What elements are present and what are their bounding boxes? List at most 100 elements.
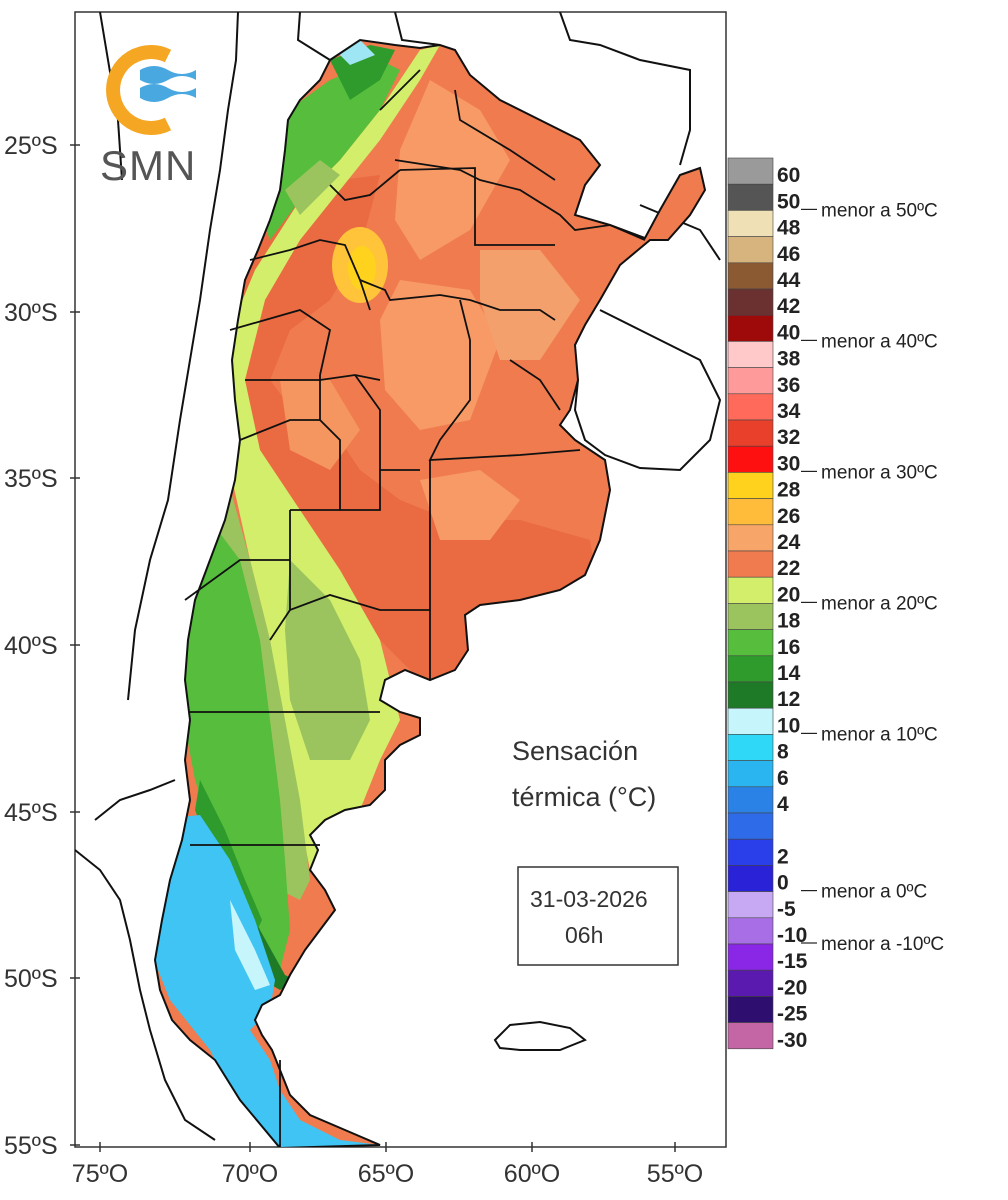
legend-swatch xyxy=(727,629,774,657)
legend-value: 34 xyxy=(777,400,801,423)
province-borders xyxy=(184,69,646,1147)
smn-logo: SMN xyxy=(100,45,196,189)
legend-note: menor a 20ºC xyxy=(821,593,938,614)
legend-value: 26 xyxy=(777,505,800,528)
legend-swatch xyxy=(727,891,774,919)
color-legend: 6050484644424038363432302826242220181614… xyxy=(727,157,944,1052)
legend-swatch xyxy=(727,550,774,578)
legend-swatch xyxy=(727,472,774,499)
latitude-label: 30ºS xyxy=(4,299,58,327)
legend-swatch xyxy=(727,812,774,840)
legend-swatch xyxy=(727,393,774,421)
date-box: 31-03-2026 06h xyxy=(517,866,679,966)
legend-value: 48 xyxy=(777,217,801,240)
legend-value: 60 xyxy=(777,164,800,187)
legend-note: menor a 0ºC xyxy=(821,882,927,903)
legend-value: 28 xyxy=(777,479,801,502)
legend-value: 20 xyxy=(777,583,800,606)
latitude-label: 40ºS xyxy=(4,632,58,660)
legend-swatch xyxy=(727,603,774,630)
latitude-label: 50ºS xyxy=(4,965,58,993)
legend-value: -15 xyxy=(777,950,808,973)
legend-note: menor a 10ºC xyxy=(821,724,938,745)
argentina-outline xyxy=(153,38,707,1147)
legend-value: 24 xyxy=(777,531,801,554)
longitude-label: 65ºO xyxy=(358,1160,414,1188)
legend-value: 50 xyxy=(777,190,800,213)
legend-value: -10 xyxy=(777,924,807,947)
logo-arc-icon xyxy=(106,45,172,135)
legend-value: 6 xyxy=(777,767,789,790)
title-line-1: Sensación xyxy=(512,736,638,766)
legend-swatch xyxy=(727,210,774,237)
date-text: 31-03-2026 xyxy=(530,886,648,912)
legend-value: 44 xyxy=(777,269,801,292)
legend-swatch xyxy=(727,1022,774,1050)
legend-value: 42 xyxy=(777,295,800,318)
legend-value: 46 xyxy=(777,243,800,266)
legend-note: menor a 30ºC xyxy=(821,462,938,483)
legend-swatch xyxy=(727,236,774,264)
legend-value: 32 xyxy=(777,426,800,449)
legend-swatch xyxy=(727,786,774,814)
legend-swatch xyxy=(727,760,774,788)
legend-swatch xyxy=(727,419,774,447)
neighbor-borders xyxy=(75,12,722,1141)
longitude-label: 70ºO xyxy=(222,1160,278,1188)
latitude-label: 45ºS xyxy=(4,799,58,827)
legend-swatch xyxy=(727,681,774,709)
legend-value: 36 xyxy=(777,374,800,397)
legend-note: menor a 50ºC xyxy=(821,200,938,221)
legend-note: menor a 40ºC xyxy=(821,331,938,352)
logo-waves-icon xyxy=(140,66,196,102)
legend-value: 40 xyxy=(777,321,800,344)
logo-text: SMN xyxy=(100,142,196,189)
longitude-label: 60ºO xyxy=(504,1160,560,1188)
legend-value: 12 xyxy=(777,688,800,711)
legend-value: 10 xyxy=(777,714,800,737)
latitude-label: 25ºS xyxy=(4,132,58,160)
legend-swatch xyxy=(727,943,774,971)
legend-value: 38 xyxy=(777,348,801,371)
legend-swatch xyxy=(727,969,774,997)
legend-swatch xyxy=(727,865,774,892)
legend-value: 0 xyxy=(777,872,789,895)
legend-swatch xyxy=(727,183,774,211)
legend-value: -20 xyxy=(777,976,807,999)
longitude-label: 55ºO xyxy=(647,1160,703,1188)
legend-swatch xyxy=(727,917,774,945)
legend-value: 2 xyxy=(777,845,789,868)
legend-swatch xyxy=(727,498,774,526)
legend-swatch xyxy=(727,576,774,604)
latitude-label: 35ºS xyxy=(4,465,58,493)
longitude-labels: 75ºO 70ºO 65ºO 60ºO 55ºO xyxy=(72,1142,703,1188)
legend-swatch xyxy=(727,996,774,1023)
legend-swatch xyxy=(727,524,774,552)
latitude-label: 55ºS xyxy=(4,1132,58,1160)
legend-value: -5 xyxy=(777,898,796,921)
thermal-zones xyxy=(155,40,600,1147)
legend-value: 22 xyxy=(777,557,800,580)
legend-swatch xyxy=(727,288,774,316)
legend-swatch xyxy=(727,314,774,342)
hour-text: 06h xyxy=(565,922,603,948)
legend-swatch xyxy=(727,262,774,290)
legend-value: 30 xyxy=(777,452,800,475)
legend-value: 4 xyxy=(777,793,789,816)
legend-swatch xyxy=(727,367,774,395)
legend-value: 16 xyxy=(777,636,800,659)
legend-note: menor a -10ºC xyxy=(821,934,944,955)
legend-swatch xyxy=(727,838,774,866)
legend-swatch xyxy=(727,734,774,761)
legend-swatch xyxy=(727,655,774,683)
legend-swatch xyxy=(727,707,774,735)
title-line-2: térmica (°C) xyxy=(512,782,656,812)
legend-swatch xyxy=(727,157,774,185)
legend-swatch xyxy=(727,445,774,473)
legend-value: -25 xyxy=(777,1003,808,1026)
legend-value: 14 xyxy=(777,662,801,685)
legend-value: -30 xyxy=(777,1029,807,1052)
map-title: Sensación térmica (°C) xyxy=(512,736,656,812)
latitude-labels: 25ºS 30ºS 35ºS 40ºS 45ºS 50ºS 55ºS xyxy=(4,132,80,1160)
